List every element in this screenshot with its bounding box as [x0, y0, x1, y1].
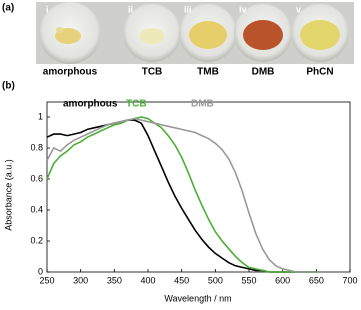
- sample-name: PhCN: [306, 67, 333, 78]
- sample-name: TCB: [142, 67, 163, 78]
- x-tick-label: 700: [342, 275, 357, 285]
- y-tick-label: 0: [38, 266, 43, 276]
- sample-numeral: iii: [184, 4, 192, 14]
- series-line: [46, 116, 317, 273]
- photo-dishes: [39, 2, 349, 64]
- y-tick-label: 0.4: [30, 204, 43, 214]
- series-line: [46, 119, 317, 273]
- plot-frame: [46, 101, 351, 273]
- panel-label: (b): [2, 81, 15, 92]
- legend-label: DMB: [191, 99, 214, 110]
- x-tick-label: 250: [39, 275, 54, 285]
- sample-numeral: i: [46, 4, 49, 14]
- sample-name: TMB: [197, 67, 219, 78]
- y-tick-label: 1: [38, 111, 43, 121]
- panel-label: (a): [2, 3, 14, 14]
- x-axis-label: Wavelength / nm: [164, 293, 231, 303]
- y-tick-label: 0.6: [30, 173, 43, 183]
- sample-name: DMB: [252, 67, 275, 78]
- y-tick-label: 0.8: [30, 142, 43, 152]
- y-axis-label: Absorbance (a.u.): [3, 159, 13, 231]
- x-tick-label: 350: [107, 275, 122, 285]
- sample-numeral: iv: [239, 4, 247, 14]
- x-tick-label: 300: [73, 275, 88, 285]
- sample-numeral: ii: [128, 4, 133, 14]
- x-tick-label: 550: [241, 275, 256, 285]
- sample-numeral: v: [296, 4, 301, 14]
- sample-name: amorphous: [43, 67, 98, 78]
- legend-label: amorphous: [63, 99, 118, 110]
- x-tick-label: 500: [208, 275, 223, 285]
- x-tick-label: 650: [309, 275, 324, 285]
- series-line: [46, 117, 317, 273]
- x-tick-label: 600: [275, 275, 290, 285]
- x-tick-label: 400: [140, 275, 155, 285]
- legend-label: TCB: [126, 99, 147, 110]
- y-tick-label: 0.2: [30, 235, 43, 245]
- x-tick-label: 450: [174, 275, 189, 285]
